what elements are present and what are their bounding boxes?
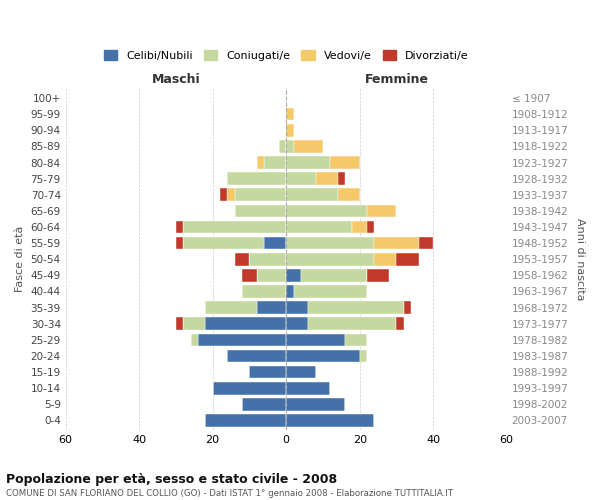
Y-axis label: Anni di nascita: Anni di nascita	[575, 218, 585, 300]
Bar	[205, 318, 286, 330]
Bar	[345, 334, 367, 346]
Bar	[404, 302, 411, 314]
Bar	[176, 220, 183, 234]
Bar	[286, 140, 293, 152]
Bar	[264, 156, 286, 169]
Text: Femmine: Femmine	[364, 73, 428, 86]
Bar	[220, 188, 227, 201]
Bar	[419, 237, 433, 250]
Bar	[286, 237, 374, 250]
Bar	[397, 253, 419, 266]
Bar	[205, 414, 286, 427]
Bar	[279, 140, 286, 152]
Bar	[212, 382, 286, 394]
Bar	[360, 350, 367, 362]
Bar	[264, 237, 286, 250]
Bar	[286, 204, 367, 217]
Bar	[286, 350, 360, 362]
Bar	[242, 398, 286, 410]
Bar	[316, 172, 338, 185]
Bar	[183, 237, 264, 250]
Bar	[286, 269, 301, 281]
Bar	[235, 204, 286, 217]
Text: Maschi: Maschi	[152, 73, 200, 86]
Bar	[183, 220, 286, 234]
Bar	[183, 318, 205, 330]
Bar	[286, 285, 293, 298]
Bar	[286, 253, 374, 266]
Bar	[176, 318, 183, 330]
Bar	[286, 188, 338, 201]
Bar	[176, 237, 183, 250]
Bar	[227, 350, 286, 362]
Bar	[257, 156, 264, 169]
Bar	[286, 318, 308, 330]
Bar	[235, 253, 250, 266]
Bar	[367, 204, 397, 217]
Bar	[286, 124, 293, 136]
Y-axis label: Fasce di età: Fasce di età	[15, 226, 25, 292]
Bar	[250, 366, 286, 378]
Bar	[374, 253, 397, 266]
Bar	[374, 237, 419, 250]
Bar	[286, 414, 374, 427]
Bar	[286, 398, 345, 410]
Bar	[227, 172, 286, 185]
Bar	[227, 188, 235, 201]
Bar	[257, 302, 286, 314]
Bar	[191, 334, 198, 346]
Bar	[286, 382, 331, 394]
Bar	[367, 269, 389, 281]
Bar	[198, 334, 286, 346]
Bar	[293, 285, 367, 298]
Legend: Celibi/Nubili, Coniugati/e, Vedovi/e, Divorziati/e: Celibi/Nubili, Coniugati/e, Vedovi/e, Di…	[100, 46, 473, 66]
Bar	[338, 188, 360, 201]
Bar	[286, 156, 331, 169]
Bar	[286, 172, 316, 185]
Bar	[308, 302, 404, 314]
Bar	[331, 156, 360, 169]
Text: COMUNE DI SAN FLORIANO DEL COLLIO (GO) - Dati ISTAT 1° gennaio 2008 - Elaborazio: COMUNE DI SAN FLORIANO DEL COLLIO (GO) -…	[6, 489, 453, 498]
Bar	[367, 220, 374, 234]
Bar	[308, 318, 397, 330]
Bar	[301, 269, 367, 281]
Bar	[250, 253, 286, 266]
Bar	[352, 220, 367, 234]
Bar	[286, 220, 352, 234]
Bar	[397, 318, 404, 330]
Bar	[286, 366, 316, 378]
Bar	[235, 188, 286, 201]
Bar	[242, 285, 286, 298]
Bar	[257, 269, 286, 281]
Bar	[286, 302, 308, 314]
Bar	[286, 108, 293, 120]
Bar	[205, 302, 257, 314]
Bar	[338, 172, 345, 185]
Bar	[286, 334, 345, 346]
Bar	[293, 140, 323, 152]
Text: Popolazione per età, sesso e stato civile - 2008: Popolazione per età, sesso e stato civil…	[6, 472, 337, 486]
Bar	[242, 269, 257, 281]
